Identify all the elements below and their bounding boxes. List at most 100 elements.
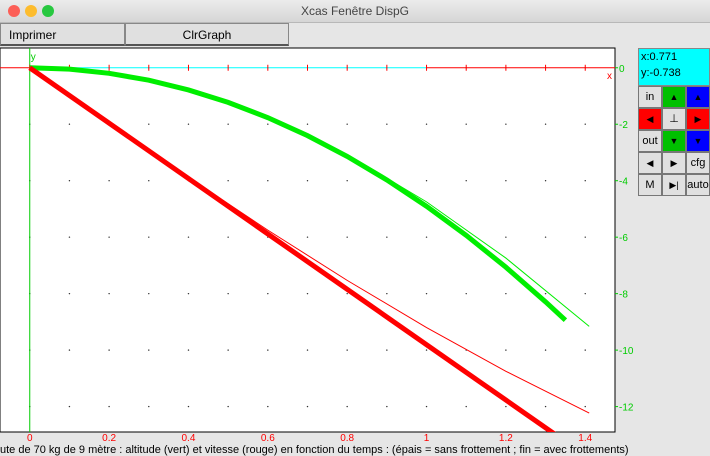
zoom-icon[interactable] [42, 5, 54, 17]
x-tick-label: 1 [424, 433, 430, 444]
close-icon[interactable] [8, 5, 20, 17]
grid-dot [425, 180, 428, 182]
out-button[interactable]: out [638, 130, 662, 152]
cfg-button[interactable]: cfg [686, 152, 710, 174]
M-button[interactable]: M [638, 174, 662, 196]
toolbar: Imprimer ClrGraph [0, 23, 710, 48]
arrow-down-icon-button[interactable]: ▼ [662, 130, 686, 152]
grid-dot [346, 349, 348, 351]
x-tick-label: 0.2 [102, 433, 116, 444]
series-1-line [29, 67, 590, 327]
step-icon: ▶| [669, 180, 679, 190]
grid-dot [306, 236, 309, 238]
grid-dot [584, 349, 586, 351]
grid-dot [148, 236, 150, 238]
x-tick-label: 0.6 [261, 433, 275, 444]
grid-dot [386, 236, 388, 238]
grid-dot [544, 236, 547, 238]
minimize-icon[interactable] [25, 5, 37, 17]
arrow-right-icon-button[interactable]: ▶ [662, 152, 686, 174]
x-tick-label: 1.4 [578, 433, 592, 444]
x-tick-label: 0 [27, 433, 33, 444]
grid-dot [505, 123, 507, 125]
arrow-up-icon: ▲ [693, 92, 703, 102]
button-label: auto [687, 179, 709, 191]
arrow-left-icon: ◀ [646, 114, 654, 124]
grid-dot [465, 405, 467, 408]
arrow-up-icon-button[interactable]: ▲ [662, 86, 686, 108]
arrow-right-icon: ▶ [694, 114, 702, 124]
grid-dot [346, 292, 348, 295]
--button[interactable]: ⊥ [662, 108, 686, 130]
button-label: cfg [690, 157, 706, 169]
step-icon-button[interactable]: ▶| [662, 174, 686, 196]
arrow-up-icon: ▲ [669, 92, 679, 102]
grid-dot [267, 180, 269, 182]
graph-caption: ute de 70 kg de 9 mètre : altitude (vert… [0, 444, 629, 456]
grid-dot [465, 180, 467, 182]
in-button[interactable]: in [638, 86, 662, 108]
grid-dot [544, 405, 547, 408]
y-tick-label: -4 [619, 177, 628, 188]
grid-dot [386, 292, 388, 295]
x-tick-label: 0.8 [340, 433, 354, 444]
grid-dot [187, 349, 190, 351]
button-label: ⊥ [669, 113, 679, 125]
grid-dot [148, 123, 150, 125]
grid-dot [148, 349, 150, 351]
grid-dot [346, 236, 348, 238]
grid-dot [187, 405, 190, 408]
clrgraph-button[interactable]: ClrGraph [125, 23, 289, 46]
grid-dot [505, 292, 507, 295]
grid-dot [346, 405, 348, 408]
grid-dot [227, 180, 229, 182]
grid-dot [108, 405, 110, 408]
y-tick-label: -2 [619, 120, 628, 131]
grid-dot [386, 123, 388, 125]
arrow-left-icon-button[interactable]: ◀ [638, 108, 662, 130]
grid-dot [505, 236, 507, 238]
grid-dot [68, 236, 71, 238]
grid-dot [584, 236, 586, 238]
grid-dot [306, 405, 309, 408]
series-3-line [29, 67, 590, 414]
grid-dot [465, 123, 467, 125]
grid-dot [306, 123, 309, 125]
y-tick-label: -8 [619, 290, 628, 301]
grid-dot [425, 405, 428, 408]
grid-dot [267, 292, 269, 295]
coordinate-readout: x:0.771 y:-0.738 [638, 48, 710, 86]
arrow-down-icon: ▼ [669, 136, 679, 146]
window-title: Xcas Fenêtre DispG [300, 4, 410, 18]
arrow-left-icon-button[interactable]: ◀ [638, 152, 662, 174]
grid-dot [108, 292, 110, 295]
grid-dot [108, 236, 110, 238]
grid-dot [148, 180, 150, 182]
arrow-right-icon-button[interactable]: ▶ [686, 108, 710, 130]
grid-dot [148, 405, 150, 408]
arrow-down-icon-button[interactable]: ▼ [686, 130, 710, 152]
grid-dot [306, 349, 309, 351]
grid-dot [68, 292, 71, 295]
title-bar: Xcas Fenêtre DispG [0, 0, 710, 23]
grid-dot [584, 180, 586, 182]
button-label: M [645, 179, 655, 191]
grid-dot [544, 292, 547, 295]
arrow-up-icon-button[interactable]: ▲ [686, 86, 710, 108]
grid-dot [425, 349, 428, 351]
x-tick-label: 0.4 [182, 433, 196, 444]
print-button[interactable]: Imprimer [0, 23, 125, 46]
grid-dot [227, 349, 229, 351]
grid-dot [108, 349, 110, 351]
grid-dot [148, 292, 150, 295]
grid-dot [267, 405, 269, 408]
grid-dot [584, 405, 586, 408]
button-label: in [645, 91, 655, 103]
auto-button[interactable]: auto [686, 174, 710, 196]
grid-dot [386, 349, 388, 351]
grid-dot [68, 349, 71, 351]
side-panel: x:0.771 y:-0.738 in ▲ ▲ ◀ ⊥ ▶ out ▼ ▼ ◀ ▶ cfg M ▶| aut… [638, 48, 710, 196]
button-label: out [642, 135, 658, 147]
grid-dot [68, 405, 71, 408]
